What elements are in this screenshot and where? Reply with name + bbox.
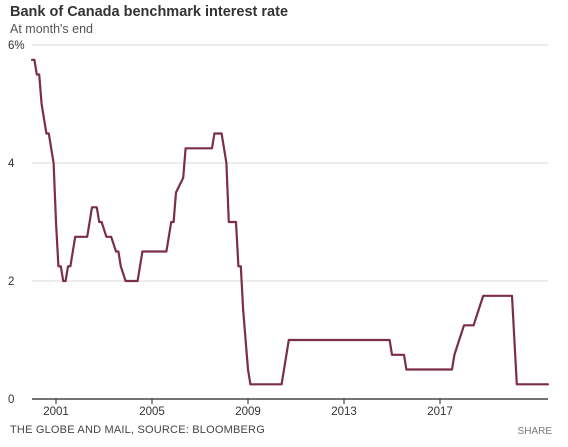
x-tick-label: 2017 (427, 406, 453, 418)
chart-subtitle: At month's end (10, 22, 93, 36)
y-tick-label: 6% (8, 40, 25, 52)
source-credit: THE GLOBE AND MAIL, SOURCE: BLOOMBERG (10, 424, 265, 436)
x-tick-label: 2001 (43, 406, 69, 418)
rate-series-line (30, 58, 550, 386)
y-tick-label: 2 (8, 276, 14, 288)
y-tick-label: 0 (8, 394, 14, 406)
x-tick-label: 2005 (139, 406, 165, 418)
y-tick-label: 4 (8, 158, 15, 170)
chart-title: Bank of Canada benchmark interest rate (10, 4, 289, 20)
x-tick-label: 2013 (331, 406, 357, 418)
share-button[interactable]: SHARE (517, 426, 552, 437)
x-tick-label: 2009 (235, 406, 261, 418)
